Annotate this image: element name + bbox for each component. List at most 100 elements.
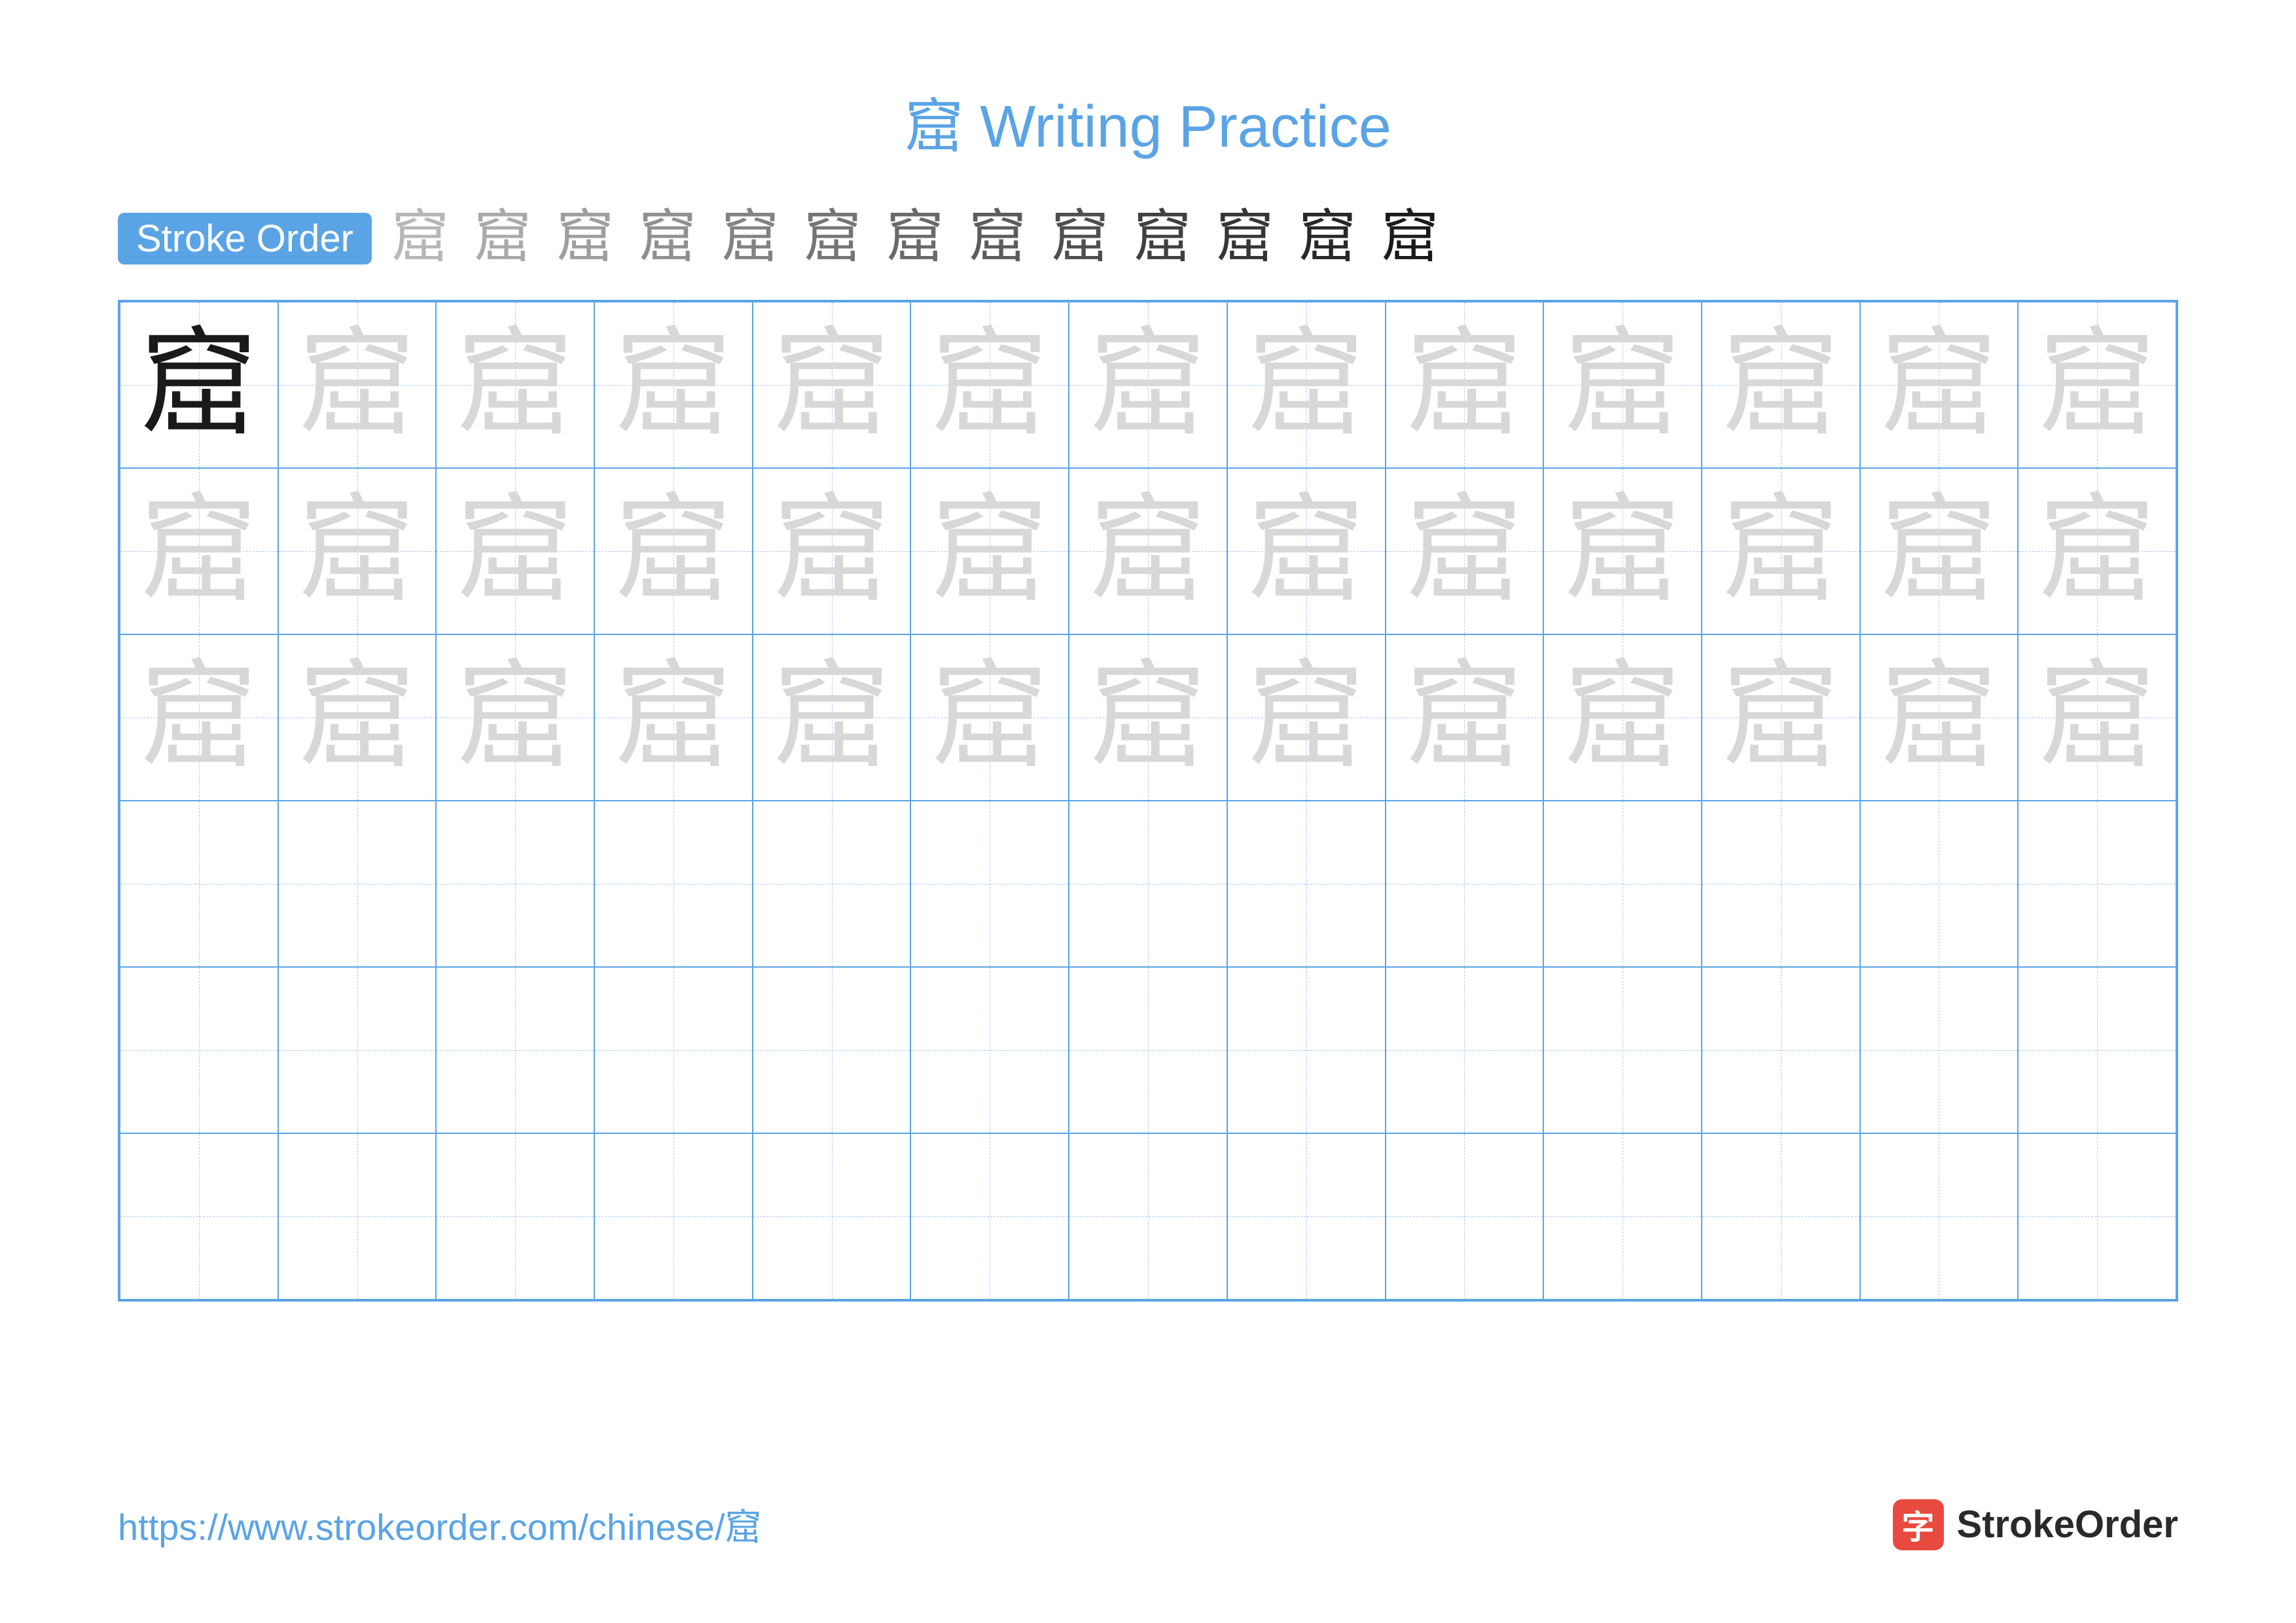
trace-character: 窟 [1405,326,1523,444]
trace-character: 窟 [1405,492,1523,610]
grid-cell [1069,967,1227,1133]
trace-character: 窟 [456,659,574,776]
grid-cell: 窟 [1860,302,2018,468]
trace-character: 窟 [2038,659,2156,776]
grid-cell [1386,801,1544,967]
stroke-step: 窟 [1134,210,1191,267]
trace-character: 窟 [1247,326,1365,444]
stroke-step: 窟 [1299,210,1356,267]
grid-cell: 窟 [436,302,594,468]
trace-character: 窟 [615,659,732,776]
grid-cell: 窟 [1227,468,1386,634]
trace-character: 窟 [773,492,891,610]
grid-cell [910,801,1069,967]
grid-cell: 窟 [1069,634,1227,801]
stroke-step: 窟 [721,210,779,267]
grid-cell: 窟 [1227,634,1386,801]
trace-character: 窟 [456,326,574,444]
grid-cell [753,1133,911,1300]
grid-cell [1702,801,1860,967]
model-character: 窟 [140,326,258,444]
footer: https://www.strokeorder.com/chinese/窟 字 … [118,1498,2178,1551]
grid-cell [594,801,753,967]
stroke-step: 窟 [969,210,1026,267]
grid-cell [1543,967,1702,1133]
trace-character: 窟 [298,492,416,610]
grid-cell [120,801,278,967]
grid-cell: 窟 [594,302,753,468]
trace-character: 窟 [1564,492,1681,610]
trace-character: 窟 [615,492,732,610]
grid-cell [1069,1133,1227,1300]
grid-cell: 窟 [910,468,1069,634]
trace-character: 窟 [1722,326,1840,444]
grid-cell [1543,801,1702,967]
grid-cell: 窟 [1386,468,1544,634]
trace-character: 窟 [1247,659,1365,776]
grid-cell: 窟 [1543,302,1702,468]
trace-character: 窟 [931,492,1049,610]
trace-character: 窟 [1880,326,1998,444]
grid-cell: 窟 [910,302,1069,468]
grid-cell [753,967,911,1133]
grid-cell [910,1133,1069,1300]
brand: 字 StrokeOrder [1893,1499,2178,1550]
trace-character: 窟 [298,659,416,776]
grid-cell: 窟 [436,468,594,634]
trace-character: 窟 [1564,659,1681,776]
stroke-step: 窟 [1216,210,1274,267]
grid-cell [594,967,753,1133]
brand-text: StrokeOrder [1957,1503,2178,1546]
brand-icon: 字 [1893,1499,1944,1550]
grid-cell: 窟 [594,634,753,801]
grid-cell: 窟 [278,634,437,801]
grid-cell [753,801,911,967]
trace-character: 窟 [931,659,1049,776]
grid-cell: 窟 [594,468,753,634]
stroke-step: 窟 [1381,210,1439,267]
trace-character: 窟 [1089,326,1207,444]
trace-character: 窟 [773,326,891,444]
stroke-step: 窟 [391,210,449,267]
grid-cell [2018,801,2176,967]
grid-cell [1543,1133,1702,1300]
grid-cell [278,1133,437,1300]
trace-character: 窟 [1089,492,1207,610]
grid-cell [278,801,437,967]
stroke-step: 窟 [556,210,614,267]
trace-character: 窟 [1722,659,1840,776]
grid-cell: 窟 [1543,634,1702,801]
grid-cell [1227,967,1386,1133]
grid-cell: 窟 [2018,302,2176,468]
grid-cell [120,1133,278,1300]
stroke-step: 窟 [639,210,696,267]
grid-cell: 窟 [1702,302,1860,468]
grid-cell [436,1133,594,1300]
grid-cell: 窟 [278,302,437,468]
grid-cell [594,1133,753,1300]
grid-cell: 窟 [753,468,911,634]
trace-character: 窟 [773,659,891,776]
trace-character: 窟 [456,492,574,610]
grid-cell [1860,801,2018,967]
grid-cell [1386,1133,1544,1300]
trace-character: 窟 [140,492,258,610]
stroke-order-row: Stroke Order 窟窟窟窟窟窟窟窟窟窟窟窟窟 [118,210,2178,267]
grid-cell: 窟 [753,634,911,801]
grid-cell: 窟 [753,302,911,468]
trace-character: 窟 [1405,659,1523,776]
grid-cell: 窟 [1702,468,1860,634]
stroke-step: 窟 [474,210,531,267]
practice-grid: 窟窟窟窟窟窟窟窟窟窟窟窟窟窟窟窟窟窟窟窟窟窟窟窟窟窟窟窟窟窟窟窟窟窟窟窟窟窟窟 [118,300,2178,1302]
grid-cell: 窟 [1386,302,1544,468]
trace-character: 窟 [1089,659,1207,776]
grid-cell [1860,967,2018,1133]
grid-cell: 窟 [2018,468,2176,634]
trace-character: 窟 [298,326,416,444]
grid-cell [1227,801,1386,967]
trace-character: 窟 [1564,326,1681,444]
stroke-step: 窟 [886,210,944,267]
grid-cell: 窟 [120,634,278,801]
grid-cell [1702,1133,1860,1300]
stroke-step: 窟 [1051,210,1109,267]
